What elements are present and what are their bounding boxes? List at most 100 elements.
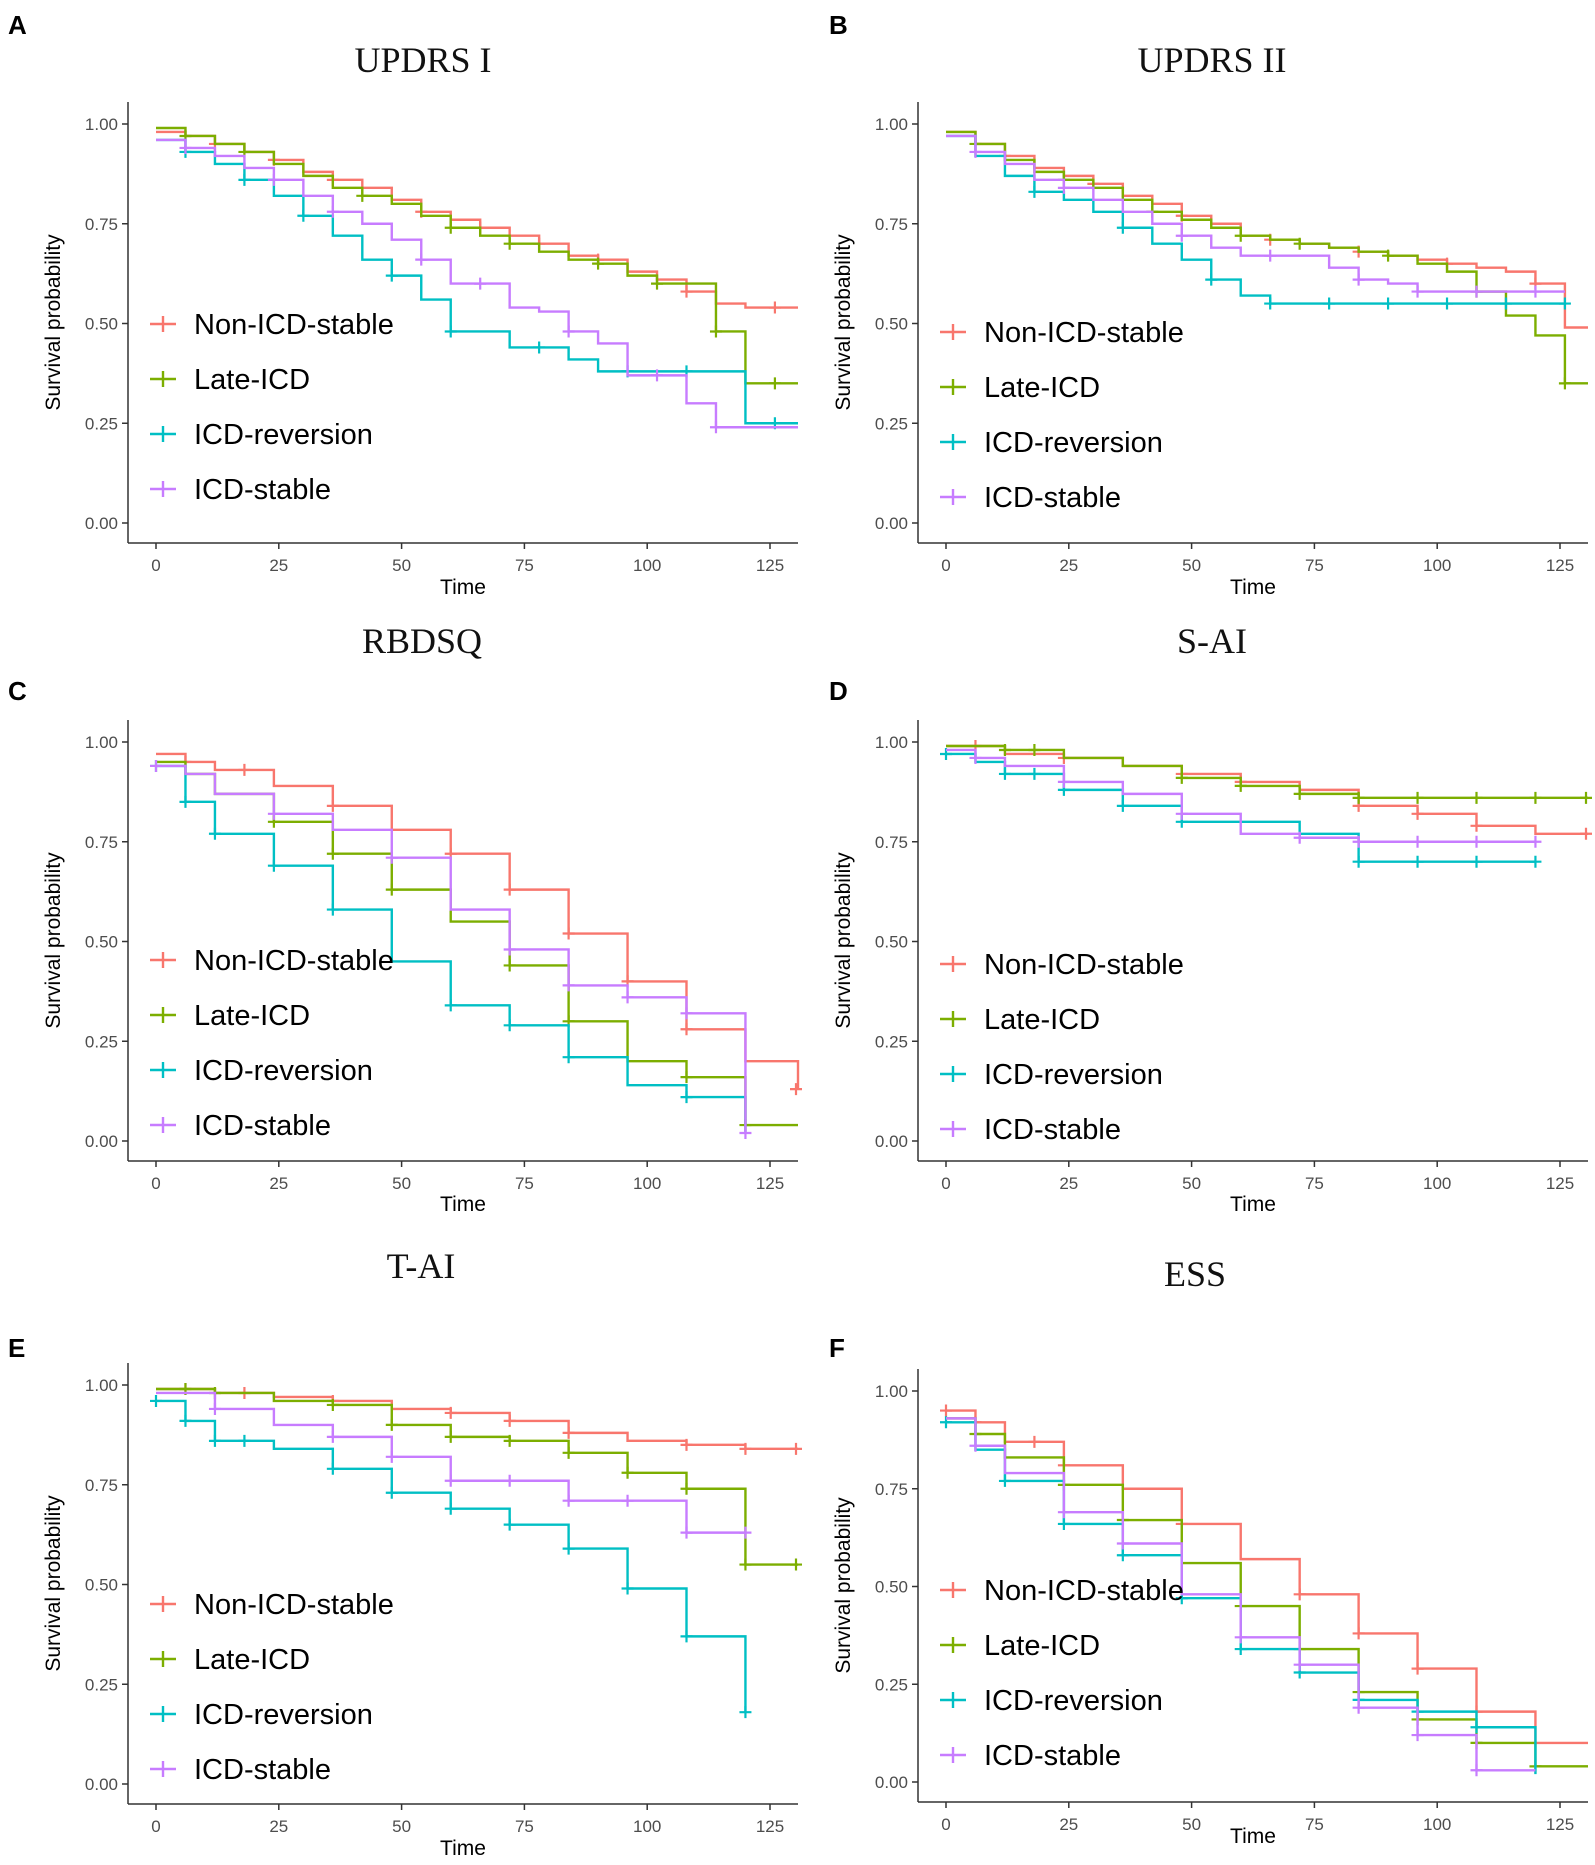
censor-mark-a-late-icd-5: [592, 257, 605, 270]
x-axis-title-b: Time: [1230, 576, 1276, 599]
censor-mark-f-non-icd-stable-5: [1293, 1588, 1306, 1601]
legend-key-f-non-icd-stable: [940, 1582, 966, 1598]
y-tick-label-d-2: 0.50: [875, 933, 908, 952]
censor-mark-c-icd-stable-5: [621, 991, 634, 1004]
legend-key-f-icd-stable: [940, 1747, 966, 1763]
censor-mark-d-icd-reversion-4: [1116, 799, 1129, 812]
panel-title-c: RBDSQ: [362, 621, 482, 661]
censor-mark-e-late-icd-7: [621, 1466, 634, 1479]
panel-title-d: S-AI: [1177, 621, 1247, 661]
x-tick-label-f-2: 50: [1182, 1815, 1201, 1834]
y-tick-label-c-4: 1.00: [85, 733, 118, 752]
censor-mark-c-icd-stable-7: [739, 1127, 752, 1140]
legend-label-c-late-icd: Late-ICD: [194, 1000, 310, 1032]
panel-title-f: ESS: [1164, 1254, 1226, 1294]
censor-mark-e-late-icd-10: [790, 1558, 802, 1571]
censor-mark-f-non-icd-stable-0: [940, 1404, 952, 1417]
censor-mark-f-icd-reversion-2: [1057, 1517, 1070, 1530]
censor-mark-d-icd-stable-4: [1352, 835, 1365, 848]
censor-mark-e-late-icd-6: [562, 1446, 575, 1459]
y-tick-label-d-0: 0.00: [875, 1132, 908, 1151]
x-tick-label-b-5: 125: [1546, 556, 1574, 575]
curve-e-late-icd: [156, 1387, 798, 1566]
censor-mark-d-icd-stable-2: [1175, 807, 1188, 820]
censor-mark-c-icd-reversion-4: [326, 903, 339, 916]
censor-mark-d-late-icd-2: [1175, 771, 1188, 784]
censor-mark-c-non-icd-stable-1: [238, 763, 251, 776]
censor-mark-d-non-icd-stable-5: [1411, 807, 1424, 820]
legend-key-a-icd-reversion: [150, 426, 176, 442]
legend-label-e-icd-reversion: ICD-reversion: [194, 1699, 373, 1731]
legend-label-b-late-icd: Late-ICD: [984, 372, 1100, 404]
censor-mark-d-icd-reversion-1: [998, 767, 1011, 780]
censor-mark-c-late-icd-2: [385, 883, 398, 896]
censor-mark-f-icd-stable-0: [969, 1439, 982, 1452]
censor-mark-a-late-icd-6: [651, 277, 664, 290]
curve-e-icd-reversion: [156, 1399, 747, 1713]
legend-label-b-non-icd-stable: Non-ICD-stable: [984, 317, 1184, 349]
censor-mark-e-icd-reversion-10: [680, 1630, 693, 1643]
censor-mark-a-late-icd-8: [768, 377, 781, 390]
x-tick-label-b-2: 50: [1182, 556, 1201, 575]
censor-mark-e-icd-reversion-4: [326, 1462, 339, 1475]
censor-mark-a-icd-stable-2: [326, 205, 339, 218]
legend-key-f-late-icd: [940, 1637, 966, 1653]
x-tick-label-d-4: 100: [1423, 1174, 1451, 1193]
x-axis-title-f: Time: [1230, 1825, 1276, 1848]
x-axis-title-d: Time: [1230, 1193, 1276, 1216]
censor-mark-c-non-icd-stable-7: [680, 1023, 693, 1036]
y-tick-label-a-4: 1.00: [85, 115, 118, 134]
y-axis-title-b: Survival probability: [832, 234, 855, 411]
censor-mark-a-icd-stable-7: [709, 421, 722, 434]
x-tick-label-d-0: 0: [941, 1174, 950, 1193]
censor-mark-e-late-icd-9: [739, 1558, 752, 1571]
x-tick-label-a-1: 25: [269, 556, 288, 575]
x-tick-label-a-4: 100: [633, 556, 661, 575]
censor-mark-b-icd-stable-5: [1411, 285, 1424, 298]
x-tick-label-b-3: 75: [1305, 556, 1324, 575]
panel-letter-c: C: [8, 676, 27, 706]
legend-key-c-icd-reversion: [150, 1062, 176, 1078]
y-tick-label-f-1: 0.25: [875, 1675, 908, 1694]
y-tick-label-e-4: 1.00: [85, 1376, 118, 1395]
panel-title-a: UPDRS I: [354, 40, 491, 80]
censor-mark-d-late-icd-6: [1411, 791, 1424, 804]
censor-mark-d-icd-stable-1: [1057, 775, 1070, 788]
censor-mark-e-non-icd-stable-3: [444, 1406, 457, 1419]
censor-mark-e-icd-stable-4: [503, 1474, 516, 1487]
censor-mark-d-icd-stable-6: [1470, 835, 1483, 848]
censor-mark-d-non-icd-stable-6: [1470, 819, 1483, 832]
legend-label-d-non-icd-stable: Non-ICD-stable: [984, 949, 1184, 981]
legend-key-e-late-icd: [150, 1651, 176, 1667]
panel-title-e: T-AI: [387, 1246, 456, 1286]
legend-label-a-non-icd-stable: Non-ICD-stable: [194, 309, 394, 341]
x-axis-title-c: Time: [440, 1193, 486, 1216]
censor-mark-d-icd-stable-3: [1293, 831, 1306, 844]
legend-label-f-icd-stable: ICD-stable: [984, 1740, 1121, 1772]
y-axis-title-e: Survival probability: [42, 1495, 65, 1672]
panel-a: A UPDRS I 0.00 0.25 0.50 0.75 1.00 0 25 50 75 100 12…: [8, 10, 798, 599]
censor-mark-a-icd-stable-0: [179, 141, 192, 154]
censor-mark-c-late-icd-5: [680, 1071, 693, 1084]
legend-label-f-non-icd-stable: Non-ICD-stable: [984, 1575, 1184, 1607]
curve-a-icd-stable: [156, 138, 798, 429]
curve-a-late-icd: [156, 126, 798, 385]
censor-mark-e-icd-stable-6: [621, 1494, 634, 1507]
censor-mark-c-icd-reversion-8: [680, 1091, 693, 1104]
censor-mark-c-icd-reversion-6: [503, 1019, 516, 1032]
censor-mark-a-icd-reversion-4: [444, 325, 457, 338]
censor-mark-e-non-icd-stable-6: [680, 1438, 693, 1451]
x-tick-label-c-2: 50: [392, 1174, 411, 1193]
censor-mark-c-non-icd-stable-5: [562, 927, 575, 940]
censor-mark-b-icd-reversion-6: [1441, 297, 1454, 310]
censor-mark-a-icd-stable-4: [474, 277, 487, 290]
censor-mark-e-icd-reversion-2: [208, 1434, 221, 1447]
censor-mark-b-icd-stable-6: [1470, 285, 1483, 298]
censor-mark-a-non-icd-stable-8: [768, 301, 781, 314]
censor-mark-e-late-icd-4: [444, 1430, 457, 1443]
panel-b: B UPDRS II 0.00 0.25 0.50 0.75 1.00 0 25 50 75 100 1…: [829, 10, 1588, 599]
x-tick-label-a-2: 50: [392, 556, 411, 575]
censor-mark-b-late-icd-7: [1558, 377, 1571, 390]
panel-e: E T-AI 0.00 0.25 0.50 0.75 1.00 0 25 50 75 100 125 Ti…: [8, 1246, 802, 1860]
legend-label-f-icd-reversion: ICD-reversion: [984, 1685, 1163, 1717]
